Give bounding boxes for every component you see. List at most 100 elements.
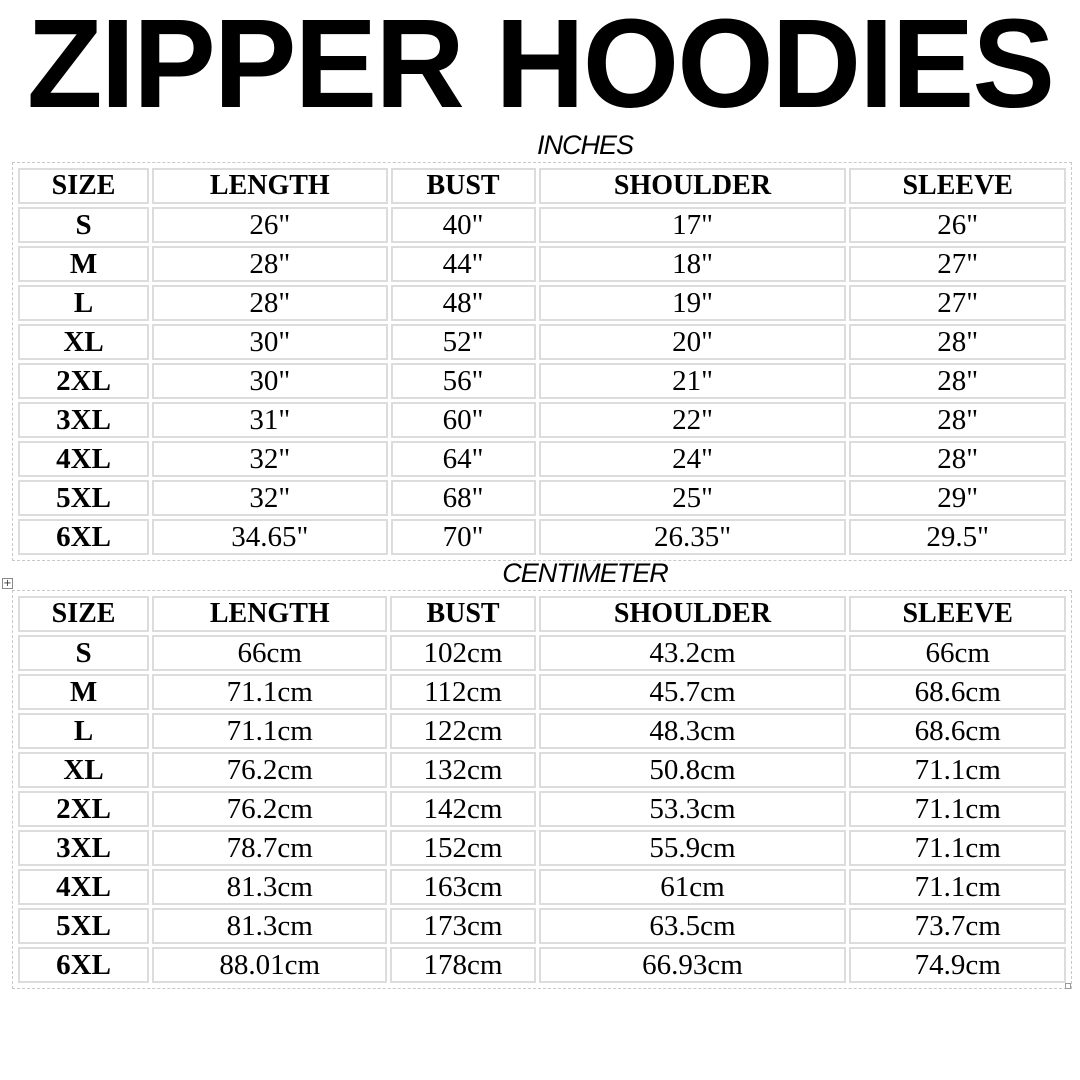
value-cell: 32" (152, 480, 388, 516)
size-cell: S (18, 635, 150, 671)
size-cell: 5XL (18, 908, 150, 944)
value-cell: 71.1cm (849, 869, 1066, 905)
column-header: BUST (390, 596, 536, 632)
size-cell: 2XL (18, 363, 150, 399)
value-cell: 29.5" (849, 519, 1066, 555)
table-row: 3XL 78.7cm 152cm 55.9cm 71.1cm (18, 830, 1066, 866)
size-cell: L (18, 713, 150, 749)
value-cell: 28" (849, 363, 1066, 399)
value-cell: 74.9cm (849, 947, 1066, 983)
size-cell: XL (18, 752, 150, 788)
table-row: XL 30" 52" 20" 28" (18, 324, 1066, 360)
table-row: 6XL 88.01cm 178cm 66.93cm 74.9cm (18, 947, 1066, 983)
table-row: 2XL 30" 56" 21" 28" (18, 363, 1066, 399)
value-cell: 48.3cm (538, 713, 847, 749)
column-header: BUST (390, 168, 536, 204)
value-cell: 61cm (538, 869, 847, 905)
value-cell: 71.1cm (849, 830, 1066, 866)
size-cell: 4XL (18, 441, 150, 477)
value-cell: 60" (390, 402, 536, 438)
value-cell: 30" (152, 363, 388, 399)
value-cell: 27" (849, 246, 1066, 282)
value-cell: 52" (390, 324, 536, 360)
column-header: SIZE (18, 168, 150, 204)
column-header: LENGTH (152, 168, 388, 204)
value-cell: 63.5cm (538, 908, 847, 944)
value-cell: 88.01cm (152, 947, 388, 983)
table-row: L 28" 48" 19" 27" (18, 285, 1066, 321)
value-cell: 173cm (390, 908, 536, 944)
value-cell: 25" (538, 480, 847, 516)
value-cell: 18" (538, 246, 847, 282)
value-cell: 48" (390, 285, 536, 321)
value-cell: 81.3cm (152, 869, 388, 905)
value-cell: 102cm (390, 635, 536, 671)
centimeter-table: SIZE LENGTH BUST SHOULDER SLEEVE S 66cm 102cm 43… (15, 593, 1069, 986)
value-cell: 73.7cm (849, 908, 1066, 944)
table-row: 5XL 32" 68" 25" 29" (18, 480, 1066, 516)
value-cell: 21" (538, 363, 847, 399)
column-header: SHOULDER (538, 168, 847, 204)
size-cell: 6XL (18, 519, 150, 555)
value-cell: 28" (152, 285, 388, 321)
value-cell: 81.3cm (152, 908, 388, 944)
inches-label: INCHES (536, 130, 634, 160)
value-cell: 31" (152, 402, 388, 438)
value-cell: 70" (390, 519, 536, 555)
column-header: SHOULDER (538, 596, 847, 632)
value-cell: 64" (390, 441, 536, 477)
value-cell: 28" (849, 402, 1066, 438)
column-header: SIZE (18, 596, 150, 632)
size-cell: L (18, 285, 150, 321)
size-cell: 3XL (18, 830, 150, 866)
value-cell: 163cm (390, 869, 536, 905)
value-cell: 178cm (390, 947, 536, 983)
value-cell: 68.6cm (849, 674, 1066, 710)
value-cell: 71.1cm (152, 713, 388, 749)
value-cell: 55.9cm (538, 830, 847, 866)
centimeter-table-wrap: SIZE LENGTH BUST SHOULDER SLEEVE S 66cm 102cm 43… (12, 590, 1072, 989)
value-cell: 22" (538, 402, 847, 438)
value-cell: 26.35" (538, 519, 847, 555)
value-cell: 26" (849, 207, 1066, 243)
value-cell: 78.7cm (152, 830, 388, 866)
value-cell: 68" (390, 480, 536, 516)
value-cell: 26" (152, 207, 388, 243)
size-cell: M (18, 246, 150, 282)
value-cell: 132cm (390, 752, 536, 788)
value-cell: 66.93cm (538, 947, 847, 983)
value-cell: 71.1cm (849, 752, 1066, 788)
value-cell: 29" (849, 480, 1066, 516)
value-cell: 76.2cm (152, 791, 388, 827)
column-header: LENGTH (152, 596, 388, 632)
value-cell: 142cm (390, 791, 536, 827)
value-cell: 71.1cm (152, 674, 388, 710)
table-resize-handle[interactable] (1065, 983, 1071, 989)
value-cell: 34.65" (152, 519, 388, 555)
value-cell: 32" (152, 441, 388, 477)
value-cell: 152cm (390, 830, 536, 866)
size-cell: M (18, 674, 150, 710)
table-row: 2XL 76.2cm 142cm 53.3cm 71.1cm (18, 791, 1066, 827)
size-cell: XL (18, 324, 150, 360)
inches-table-wrap: SIZE LENGTH BUST SHOULDER SLEEVE S 26" 40" 17" 26… (12, 162, 1072, 561)
value-cell: 76.2cm (152, 752, 388, 788)
value-cell: 20" (538, 324, 847, 360)
table-row: 5XL 81.3cm 173cm 63.5cm 73.7cm (18, 908, 1066, 944)
size-cell: S (18, 207, 150, 243)
size-cell: 4XL (18, 869, 150, 905)
table-move-handle-icon[interactable]: + (2, 578, 13, 589)
value-cell: 53.3cm (538, 791, 847, 827)
value-cell: 66cm (152, 635, 388, 671)
column-header: SLEEVE (849, 168, 1066, 204)
value-cell: 40" (390, 207, 536, 243)
value-cell: 30" (152, 324, 388, 360)
value-cell: 68.6cm (849, 713, 1066, 749)
table-row: 4XL 32" 64" 24" 28" (18, 441, 1066, 477)
table-row: S 66cm 102cm 43.2cm 66cm (18, 635, 1066, 671)
inches-table: SIZE LENGTH BUST SHOULDER SLEEVE S 26" 40" 17" 26… (15, 165, 1069, 558)
value-cell: 45.7cm (538, 674, 847, 710)
value-cell: 28" (849, 441, 1066, 477)
header-row: SIZE LENGTH BUST SHOULDER SLEEVE (18, 168, 1066, 204)
table-row: 6XL 34.65" 70" 26.35" 29.5" (18, 519, 1066, 555)
